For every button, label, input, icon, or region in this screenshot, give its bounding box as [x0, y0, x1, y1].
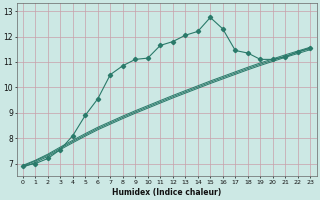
X-axis label: Humidex (Indice chaleur): Humidex (Indice chaleur) — [112, 188, 221, 197]
